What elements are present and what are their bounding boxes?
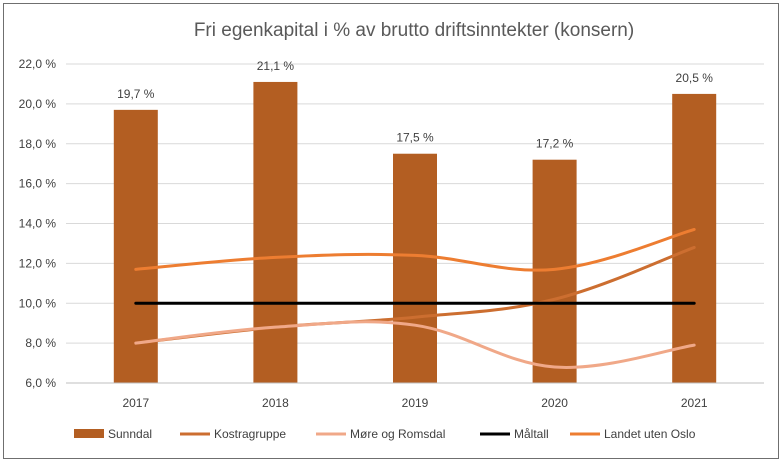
bar [672,93,717,383]
bar-series: 19,7 % 21,1 % 17,5 % 17,2 % 20,5 % [113,59,717,383]
legend-label: Landet uten Oslo [604,427,696,441]
x-tick-label: 2021 [681,396,708,410]
x-tick-label: 2017 [122,396,149,410]
y-tick-label: 22,0 % [19,57,57,71]
legend: Sunndal Kostragruppe Møre og Romsdal Måltal… [74,427,696,441]
bar [393,153,437,383]
y-tick-label: 14,0 % [19,217,57,231]
y-tick-label: 10,0 % [19,296,57,310]
x-tick-label: 2019 [402,396,429,410]
y-tick-label: 6,0 % [25,376,56,390]
data-label: 17,5 % [396,131,434,145]
data-label: 20,5 % [676,71,714,85]
data-label: 19,7 % [117,87,155,101]
bar [253,81,298,383]
series-line-landet-uten-oslo [134,227,696,272]
y-tick-label: 20,0 % [19,97,57,111]
x-axis: 2017 2018 2019 2020 2021 [66,382,764,410]
x-tick-label: 2020 [541,396,568,410]
legend-label: Møre og Romsdal [350,427,445,441]
legend-label: Måltall [514,427,549,441]
y-tick-label: 18,0 % [19,137,57,151]
x-tick-label: 2018 [262,396,289,410]
bar [113,109,158,383]
legend-item: Kostragruppe [180,427,286,441]
legend-label: Kostragruppe [214,427,286,441]
data-label: 21,1 % [257,59,295,73]
y-tick-label: 8,0 % [25,336,56,350]
legend-item: Måltall [480,427,549,441]
y-tick-label: 12,0 % [19,256,57,270]
legend-swatch [74,429,104,438]
chart-title: Fri egenkapital i % av brutto driftsinnt… [194,20,634,41]
y-tick-label: 16,0 % [19,177,57,191]
y-axis: 6,0 % 8,0 % 10,0 % 12,0 % 14,0 % 16,0 % 18,0 %… [19,57,57,390]
legend-item: Landet uten Oslo [570,427,696,441]
line-series [134,227,696,369]
data-label: 17,2 % [536,137,574,151]
series-line-m-re-og-romsdal [134,320,696,369]
legend-item: Sunndal [74,427,152,441]
legend-item: Møre og Romsdal [316,427,445,441]
legend-label: Sunndal [108,427,152,441]
